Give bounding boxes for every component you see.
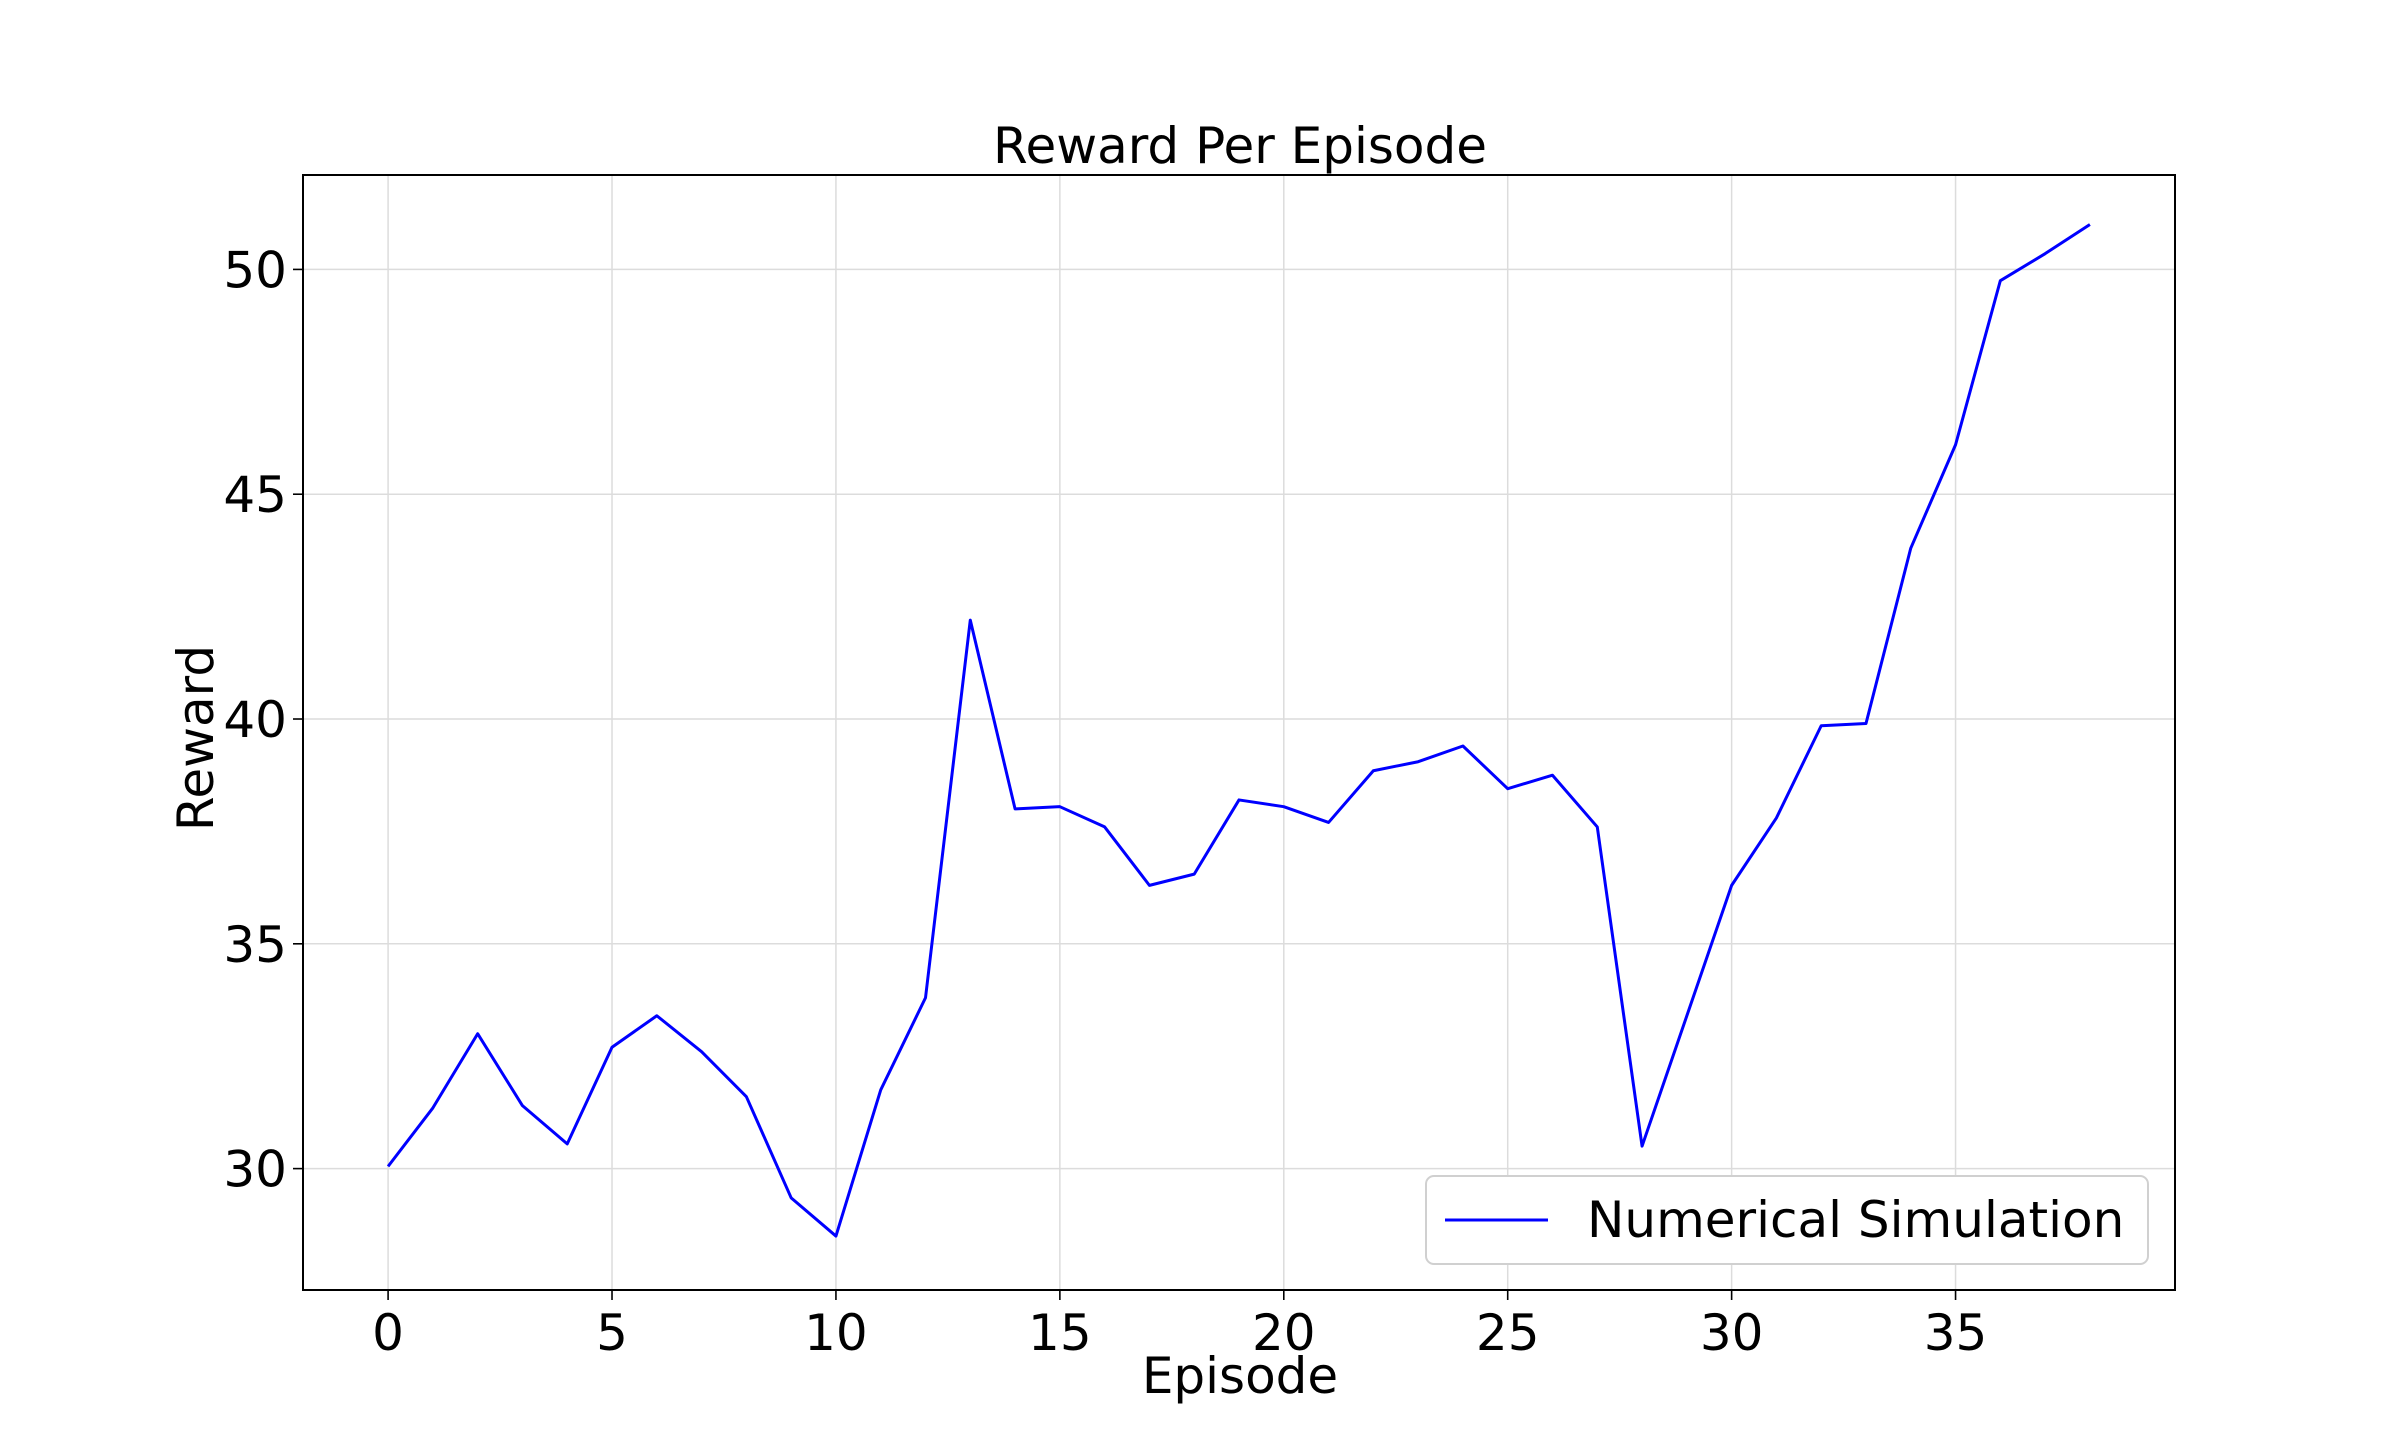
x-tick-label: 20 <box>1252 1304 1316 1362</box>
grid-lines <box>303 175 2175 1290</box>
series-line-numerical-simulation <box>386 223 2091 1238</box>
series-layer <box>386 223 2091 1238</box>
x-tick-label: 0 <box>372 1304 404 1362</box>
x-tick-label: 10 <box>804 1304 868 1362</box>
y-tick-label: 30 <box>223 1141 287 1199</box>
y-tick-label: 50 <box>223 241 287 299</box>
legend-box <box>1425 1175 2149 1265</box>
x-tick-label: 30 <box>1700 1304 1764 1362</box>
legend: Numerical Simulation <box>1425 1175 2149 1265</box>
plot-frame <box>302 174 2176 1291</box>
chart-title: Reward Per Episode <box>993 117 1487 175</box>
x-tick-label: 15 <box>1028 1304 1092 1362</box>
x-tick-label: 25 <box>1476 1304 1540 1362</box>
y-tick-label: 40 <box>223 691 287 749</box>
axis-ticks: 0 5 10 15 20 25 30 35 30 35 40 45 50 <box>223 241 1987 1362</box>
y-tick-label: 35 <box>223 916 287 974</box>
x-tick-label: 5 <box>596 1304 628 1362</box>
x-axis-label: Episode <box>1142 1347 1338 1405</box>
legend-label-numerical-simulation: Numerical Simulation <box>1587 1191 2124 1249</box>
y-tick-label: 45 <box>223 466 287 524</box>
x-tick-label: 35 <box>1924 1304 1988 1362</box>
y-axis-label: Reward <box>167 645 225 831</box>
